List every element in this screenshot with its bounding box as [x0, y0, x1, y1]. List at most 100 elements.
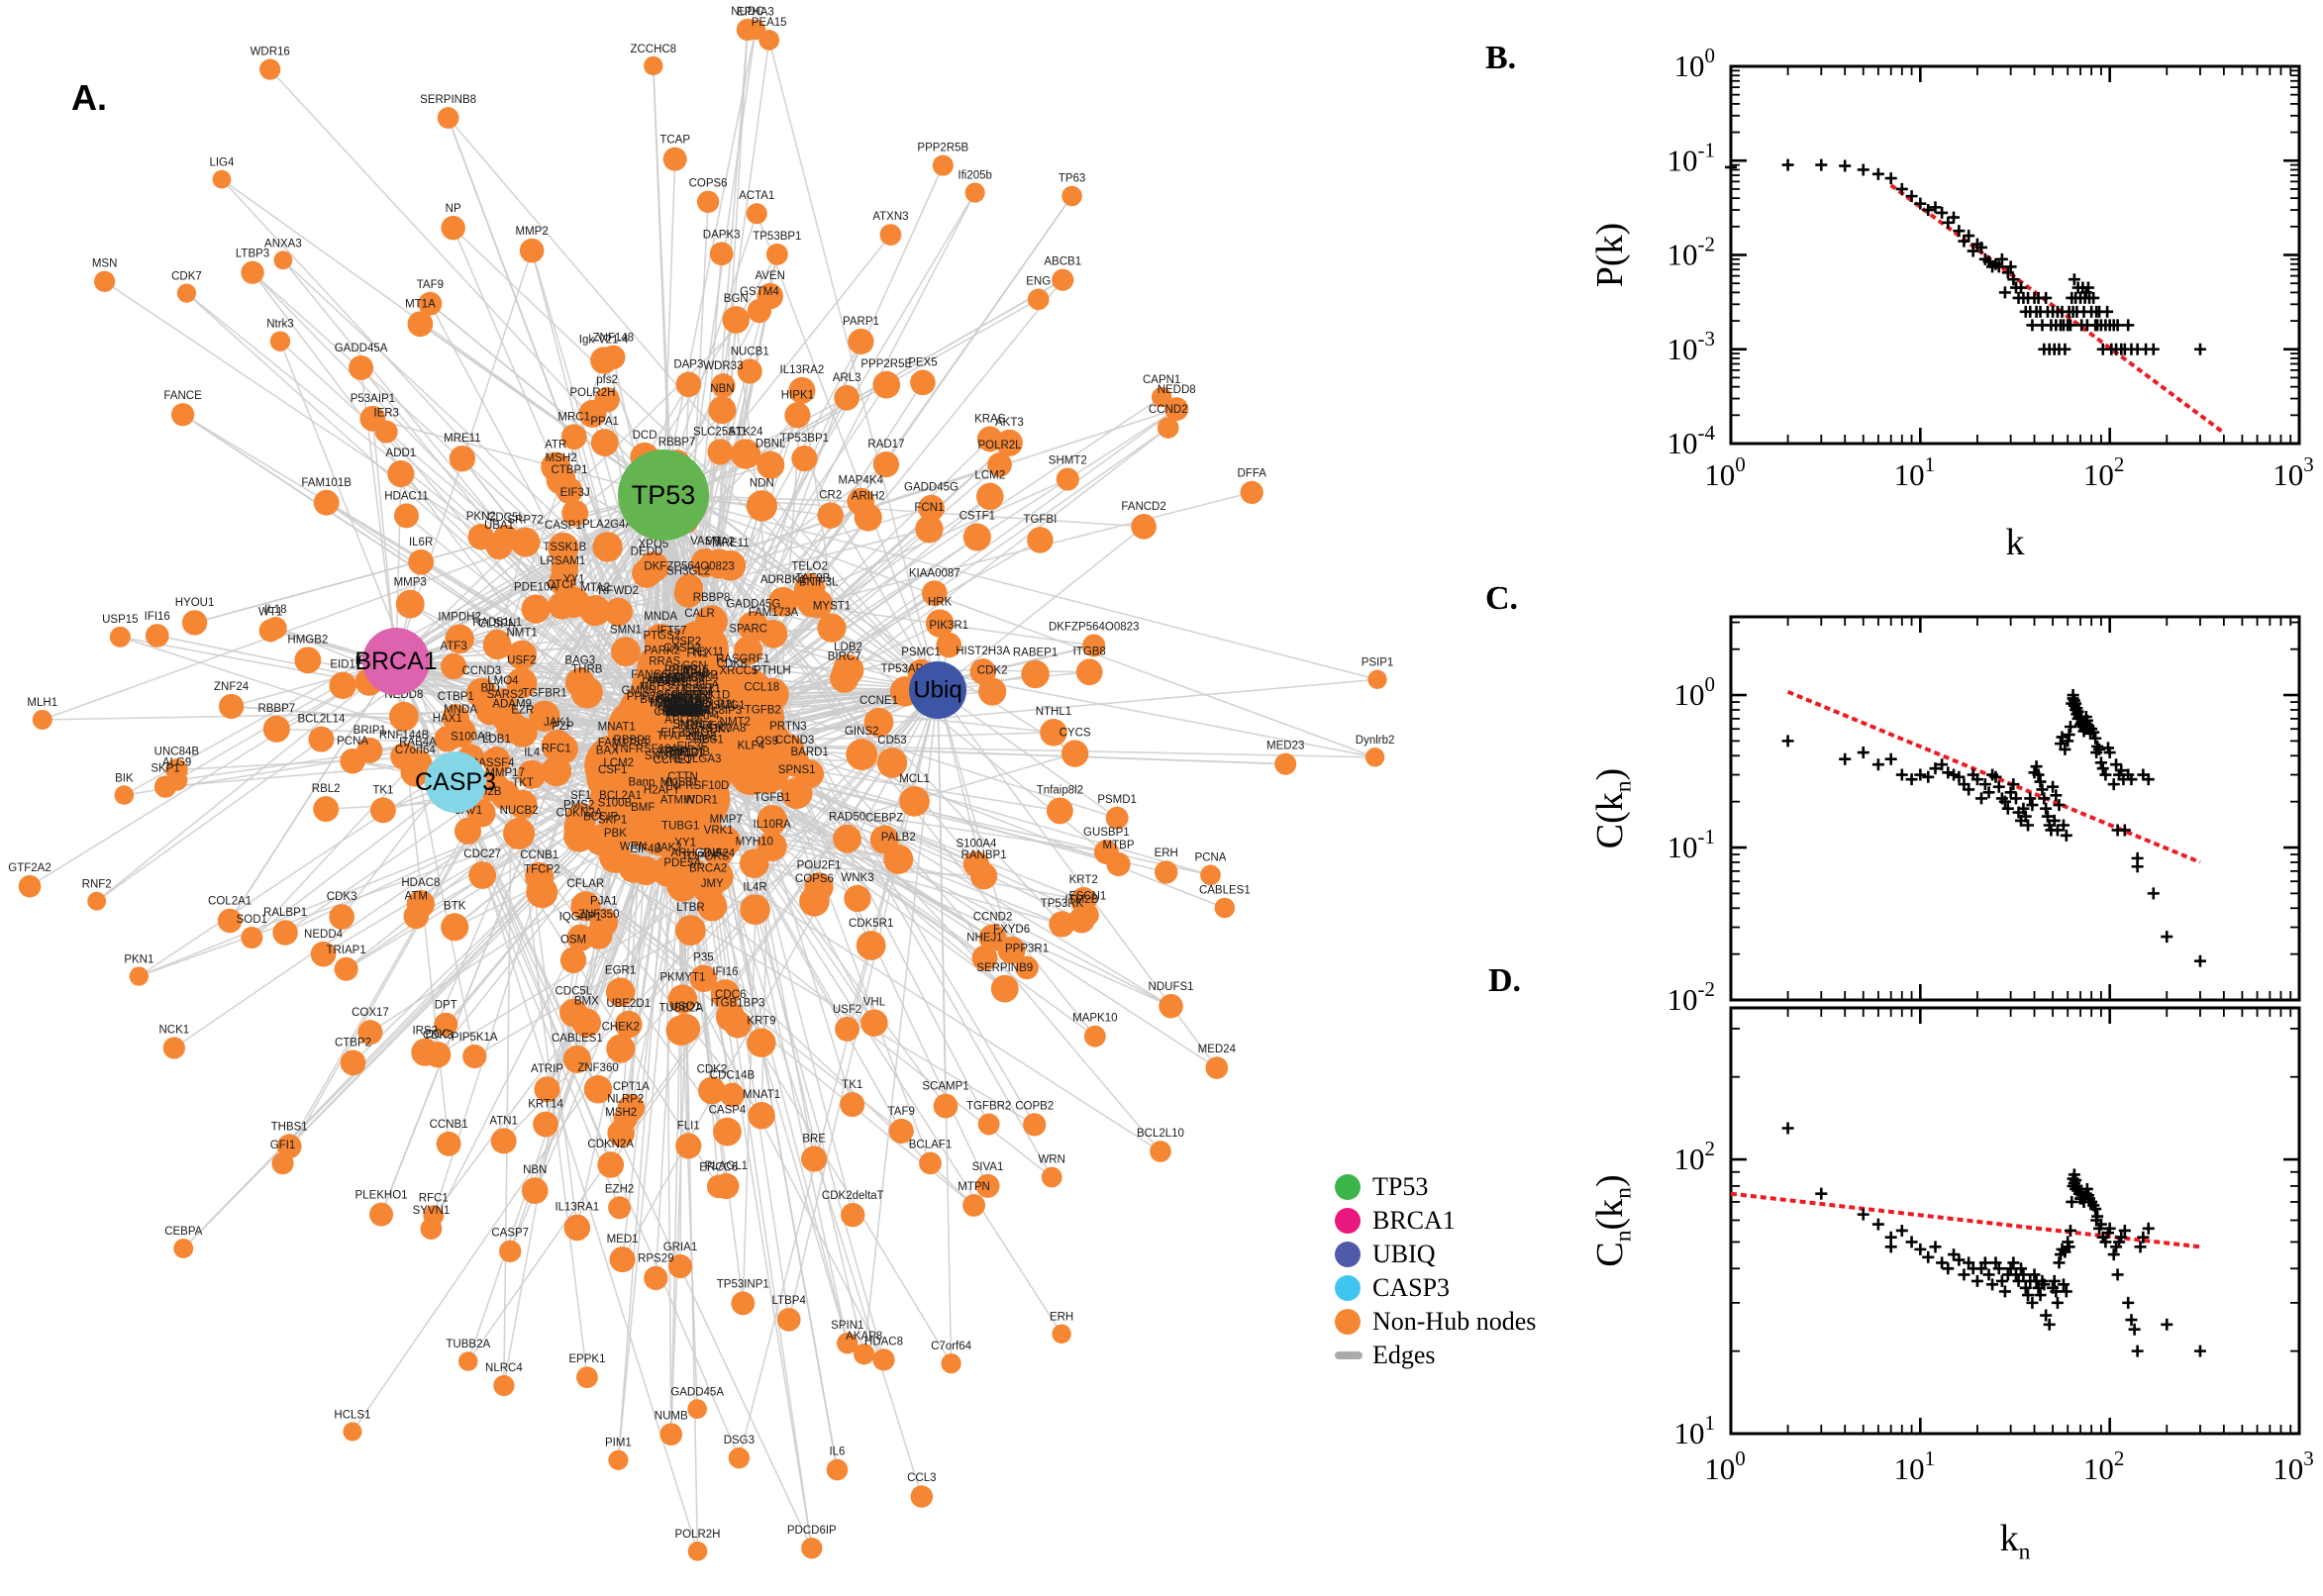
network-edge [185, 292, 661, 720]
data-point [2053, 1256, 2066, 1269]
network-node [746, 203, 767, 225]
network-node [1052, 1324, 1071, 1345]
data-point [2094, 756, 2107, 769]
node-label: CDK3 [327, 891, 357, 903]
data-point [2051, 1296, 2064, 1309]
node-label: ZNF24 [700, 848, 736, 859]
network-node [533, 1111, 558, 1138]
node-label: DKFZP564O0823 [1049, 622, 1139, 634]
network-node [566, 924, 594, 951]
network-node [272, 920, 298, 946]
node-label: LCM2 [974, 470, 1005, 482]
network-node [434, 1012, 458, 1037]
data-point [1884, 752, 1897, 765]
network-node [608, 1449, 629, 1470]
network-node [507, 640, 538, 670]
network-node [722, 306, 751, 334]
network-node [835, 1016, 860, 1042]
network-node [964, 182, 985, 203]
y-tick-label: 10-2 [1667, 233, 1716, 272]
data-point [2063, 729, 2075, 742]
panel-c-letter: C. [1485, 580, 1519, 617]
network-node [644, 623, 677, 656]
network-node [910, 369, 936, 396]
casp3-legend-swatch [1335, 1275, 1361, 1301]
network-node [637, 643, 687, 693]
network-node [687, 1399, 707, 1419]
network-legend: TP53 BRCA1 UBIQ CASP3 Non-Hub nodes Edge… [1335, 1170, 1536, 1372]
y-tick-label: 10-4 [1667, 421, 1716, 460]
network-node [776, 1308, 801, 1332]
data-point [1970, 1274, 1983, 1287]
network-node [617, 1094, 646, 1122]
network-node [1151, 386, 1172, 408]
network-node [517, 759, 547, 789]
network-node [1068, 906, 1095, 934]
network-node [449, 446, 476, 472]
data-point [2147, 887, 2160, 900]
network-node [667, 984, 698, 1014]
network-edge [185, 292, 697, 706]
network-node [129, 966, 150, 986]
network-node [387, 459, 415, 488]
x-tick-label: 100 [1704, 1446, 1746, 1486]
node-label: GADD45A [670, 1386, 724, 1398]
network-node [674, 573, 704, 602]
network-node [801, 1146, 828, 1172]
network-edge [447, 117, 939, 691]
network-node [556, 477, 583, 505]
data-point [1936, 206, 1949, 219]
network-node [374, 420, 398, 444]
network-node [977, 677, 1007, 706]
network-edge [521, 654, 885, 1360]
network-node [663, 833, 698, 867]
network-node [329, 671, 356, 699]
network-node [563, 1214, 591, 1242]
network-node [844, 884, 871, 913]
network-node [604, 597, 633, 627]
network-node [499, 1240, 522, 1263]
y-axis-label: Cn​(kn​) [1589, 1174, 1636, 1266]
network-node [571, 1008, 602, 1038]
network-node [310, 941, 337, 967]
data-point [1839, 752, 1852, 765]
network-edge [473, 838, 848, 1057]
data-point [2060, 1285, 2072, 1298]
data-point [1895, 182, 1908, 195]
y-tick-label: 100 [1674, 44, 1716, 83]
node-label: MNDA [444, 704, 477, 716]
network-node [408, 549, 435, 575]
network-node [1060, 740, 1089, 767]
network-node [888, 1118, 914, 1144]
network-node [728, 1446, 751, 1469]
network-edge [395, 507, 932, 662]
network-node [485, 532, 513, 560]
node-label: POLR2H [569, 387, 615, 399]
legend-label-edges: Edges [1372, 1341, 1436, 1369]
network-node [709, 242, 734, 266]
network-node [1040, 719, 1067, 747]
network-node [755, 677, 789, 712]
network-node [170, 403, 195, 427]
network-node [18, 874, 42, 898]
tp53-legend-swatch [1335, 1174, 1361, 1200]
y-tick-label: 10-1 [1667, 825, 1716, 864]
data-point [1914, 1243, 1927, 1255]
y-tick-label: 10-1 [1667, 138, 1716, 177]
network-node [708, 396, 737, 425]
y-axis-label: P(k) [1589, 223, 1631, 287]
network-node [605, 977, 636, 1007]
node-label: CDC5L [555, 986, 592, 998]
network-node [607, 1119, 635, 1147]
data-point [1974, 792, 1987, 805]
network-edge [662, 494, 1145, 528]
network-node [733, 636, 763, 665]
network-node [910, 1485, 934, 1508]
network-node [784, 402, 811, 429]
data-point [1781, 735, 1794, 748]
data-point [1871, 758, 1884, 771]
network-node [570, 891, 601, 922]
network-edge [42, 494, 664, 721]
data-point [2193, 954, 2206, 967]
data-point [1884, 1231, 1897, 1244]
